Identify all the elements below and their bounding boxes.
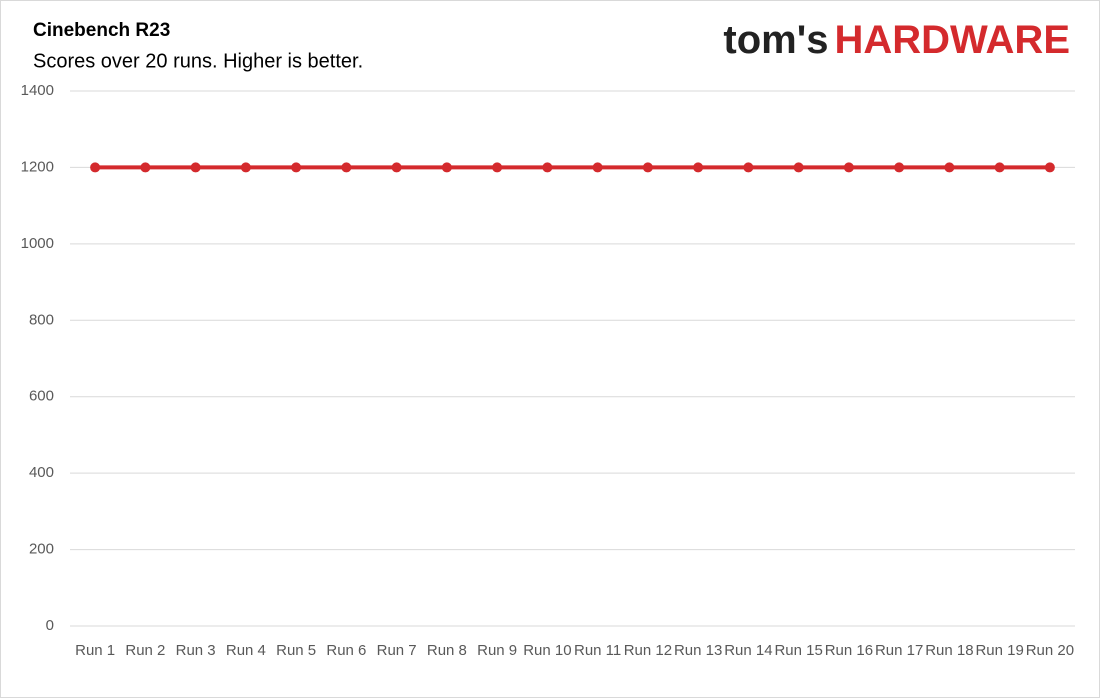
data-point (642, 162, 653, 173)
y-tick-label: 800 (29, 311, 54, 328)
data-point (793, 162, 804, 173)
x-tick-label: Run 19 (975, 642, 1023, 659)
data-point (341, 162, 352, 173)
x-tick-label: Run 18 (925, 642, 973, 659)
data-point (1044, 162, 1055, 173)
data-point (542, 162, 553, 173)
x-tick-label: Run 12 (624, 642, 672, 659)
y-tick-label: 200 (29, 541, 54, 558)
y-tick-label: 1400 (21, 82, 54, 99)
chart-subtitle: Scores over 20 runs. Higher is better. (33, 50, 363, 72)
x-tick-label: Run 1 (75, 642, 115, 659)
data-point (90, 162, 101, 173)
x-tick-label: Run 11 (574, 642, 621, 659)
brand-second: HARDWARE (834, 18, 1070, 62)
data-point (994, 162, 1005, 173)
data-point (843, 162, 854, 173)
x-tick-label: Run 6 (326, 642, 366, 659)
data-point (240, 162, 251, 173)
x-tick-label: Run 15 (774, 642, 822, 659)
y-tick-label: 0 (46, 617, 54, 634)
x-tick-label: Run 13 (674, 642, 722, 659)
data-point (492, 162, 503, 173)
y-tick-label: 1200 (21, 158, 54, 175)
brand-logo: tom's HARDWARE (723, 18, 1070, 62)
x-tick-label: Run 10 (523, 642, 571, 659)
data-point (291, 162, 302, 173)
x-tick-label: Run 14 (724, 642, 772, 659)
x-tick-label: Run 17 (875, 642, 923, 659)
data-point (140, 162, 151, 173)
brand-first: tom's (723, 18, 828, 62)
x-tick-label: Run 7 (377, 642, 417, 659)
x-tick-label: Run 20 (1026, 642, 1074, 659)
x-tick-label: Run 4 (226, 642, 266, 659)
data-point (190, 162, 201, 173)
data-point (391, 162, 402, 173)
x-tick-label: Run 2 (125, 642, 165, 659)
data-point (693, 162, 704, 173)
x-tick-label: Run 5 (276, 642, 316, 659)
data-point (743, 162, 754, 173)
data-point (592, 162, 603, 173)
y-tick-label: 1000 (21, 235, 54, 252)
data-point (441, 162, 452, 173)
x-tick-label: Run 16 (825, 642, 873, 659)
x-tick-label: Run 3 (176, 642, 216, 659)
data-point (894, 162, 905, 173)
y-tick-label: 400 (29, 464, 54, 481)
x-tick-label: Run 8 (427, 642, 467, 659)
chart-title: Cinebench R23 (33, 20, 170, 41)
data-point (944, 162, 955, 173)
x-tick-label: Run 9 (477, 642, 517, 659)
y-tick-label: 600 (29, 388, 54, 405)
